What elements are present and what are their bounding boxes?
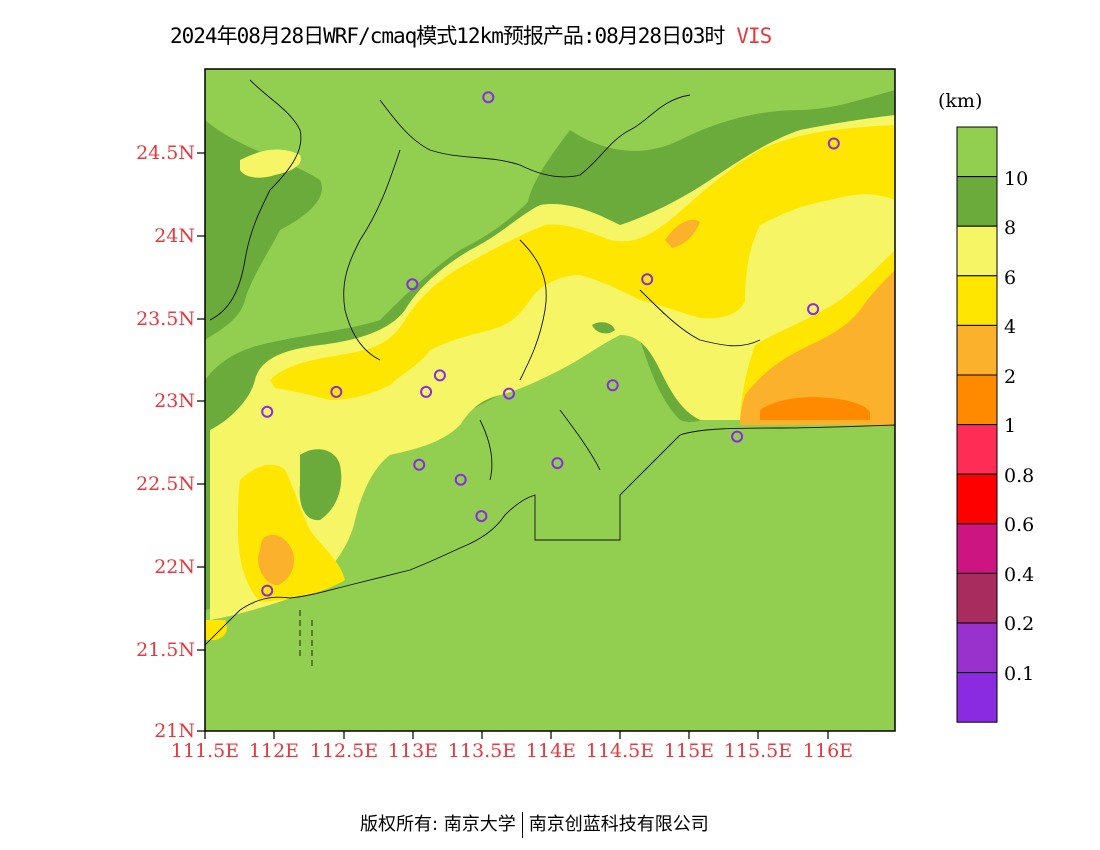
station-marker [482, 91, 495, 104]
station-marker [475, 510, 488, 523]
colorbar-swatch [956, 126, 998, 178]
colorbar-unit: (km) [938, 90, 983, 112]
lon-label: 113E [387, 740, 439, 762]
colorbar-label: 1 [1004, 415, 1017, 437]
station-marker [503, 387, 515, 400]
station-marker [330, 385, 343, 398]
lat-label: 23N [154, 390, 195, 412]
station-marker [551, 457, 564, 470]
field-vis-8 [527, 90, 895, 230]
lon-label: 112E [248, 740, 300, 762]
lat-label: 24.5N [136, 142, 195, 164]
lon-label: 113.5E [447, 740, 517, 762]
lat-label: 21.5N [136, 639, 195, 661]
colorbar-label: 10 [1004, 168, 1029, 190]
province-boundary [209, 79, 761, 481]
lat-label: 22.5N [136, 473, 195, 495]
colorbar-label: 2 [1004, 366, 1017, 388]
colorbar-swatch [956, 374, 998, 426]
field-vis-4 [270, 125, 895, 400]
field-vis-2 [258, 534, 295, 585]
station-marker [420, 385, 433, 398]
map-frame [204, 68, 896, 732]
station-marker [261, 584, 274, 597]
station-marker [406, 278, 419, 291]
lon-ticks [204, 731, 829, 739]
lon-label: 112.5E [309, 740, 379, 762]
chart-title: 2024年08月28日WRF/cmaq模式12km预报产品:08月28日03时 V… [170, 20, 772, 50]
field-vis-8 [205, 120, 322, 340]
colorbar-label: 0.1 [1004, 663, 1035, 685]
title-main: 2024年08月28日WRF/cmaq模式12km预报产品:08月28日03时 [170, 24, 725, 48]
colorbar-swatch [956, 523, 998, 574]
station-marker [261, 405, 274, 418]
colorbar-label: 4 [1004, 316, 1017, 338]
station-markers [261, 91, 840, 597]
lat-ticks [197, 152, 205, 732]
lon-label: 116E [802, 740, 854, 762]
footer-separator [521, 812, 523, 838]
colorbar-label: 0.4 [1004, 564, 1035, 586]
colorbar-swatch [956, 324, 998, 376]
colorbar-swatch [956, 622, 998, 674]
station-marker [413, 458, 426, 471]
colorbar-swatch [956, 572, 998, 624]
lon-label: 115E [663, 740, 715, 762]
colorbar-label: 8 [1004, 217, 1017, 239]
station-marker [454, 473, 467, 486]
station-marker [641, 273, 654, 286]
lat-label: 21N [154, 720, 195, 742]
footer-right: 南京创蓝科技有限公司 [528, 814, 709, 835]
colorbar-swatch [956, 225, 998, 277]
colorbar-swatch [956, 473, 998, 525]
field-vis-6 [240, 149, 301, 178]
colorbar-swatch [956, 176, 998, 227]
colorbar-label: 6 [1004, 267, 1017, 289]
field-vis-1 [760, 397, 870, 420]
lon-label: 115.5E [723, 740, 793, 762]
field-vis-8 [592, 322, 615, 334]
colorbar-label: 0.2 [1004, 613, 1035, 635]
lat-label: 24N [154, 225, 195, 247]
copyright-footer: 版权所有: 南京大学 南京创蓝科技有限公司 [360, 810, 709, 838]
field-vis-2 [740, 270, 895, 425]
colorbar-swatch [956, 275, 998, 326]
station-marker [731, 430, 744, 443]
field-vis-4 [205, 620, 227, 640]
colorbar [956, 126, 998, 723]
field-vis-2 [665, 219, 700, 248]
footer-left: 版权所有: 南京大学 [360, 814, 516, 835]
island-lines [299, 610, 313, 670]
lat-label: 23.5N [136, 308, 195, 330]
lon-label: 114E [525, 740, 577, 762]
lat-label: 22N [154, 556, 195, 578]
title-variable: VIS [736, 24, 772, 48]
colorbar-label: 0.8 [1004, 465, 1035, 487]
station-marker [807, 303, 820, 316]
coastline [205, 424, 895, 646]
lon-label: 111.5E [170, 740, 240, 762]
field-vis-8 [299, 449, 342, 521]
station-marker [606, 379, 619, 392]
station-marker [827, 137, 840, 150]
station-marker [433, 369, 446, 382]
colorbar-swatch [956, 672, 998, 723]
lon-label: 114.5E [585, 740, 655, 762]
colorbar-swatch [956, 424, 998, 475]
colorbar-label: 0.6 [1004, 514, 1035, 536]
